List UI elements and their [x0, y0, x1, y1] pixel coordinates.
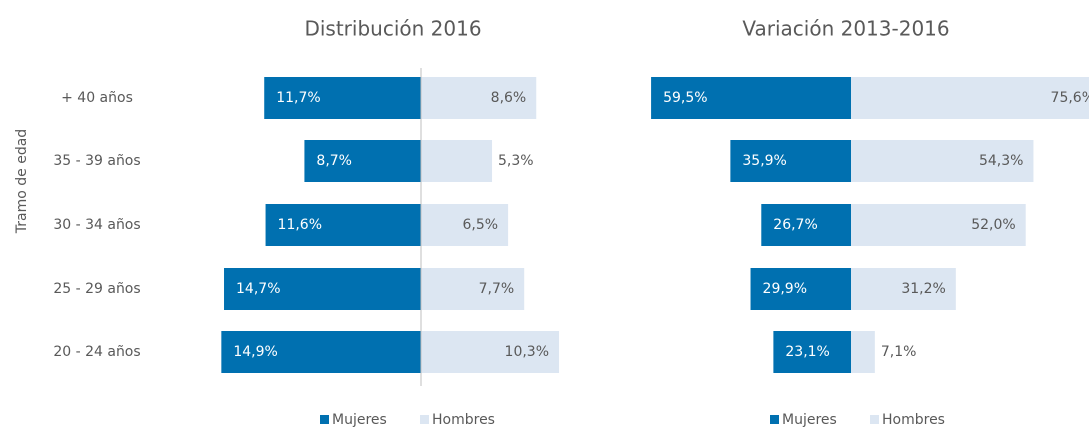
bar	[421, 268, 525, 310]
legend-label: Hombres	[432, 412, 495, 428]
value-label: 8,6%	[491, 90, 527, 106]
value-label: 26,7%	[773, 217, 817, 233]
value-label: 75,6%	[1051, 90, 1089, 106]
bar	[265, 204, 421, 246]
y-axis-label: Tramo de edad	[14, 129, 30, 234]
value-label: 11,6%	[278, 217, 322, 233]
legend-label: Hombres	[882, 412, 945, 428]
chart-title: Variación 2013-2016	[742, 17, 949, 41]
bar	[851, 77, 1089, 119]
value-label: 14,9%	[233, 344, 277, 360]
value-label: 11,7%	[276, 90, 320, 106]
bar	[304, 140, 421, 182]
legend-swatch	[320, 415, 329, 424]
bar	[421, 204, 509, 246]
bar	[730, 140, 851, 182]
bar	[851, 268, 956, 310]
bar	[421, 331, 560, 373]
legend-swatch	[870, 415, 879, 424]
category-label: 30 - 34 años	[53, 217, 140, 233]
bar	[651, 77, 851, 119]
bar	[761, 204, 851, 246]
bar	[851, 140, 1034, 182]
bar	[773, 331, 851, 373]
bar	[851, 331, 875, 373]
value-label: 6,5%	[463, 217, 499, 233]
value-label: 29,9%	[763, 281, 807, 297]
value-label: 52,0%	[971, 217, 1015, 233]
category-label: 20 - 24 años	[53, 344, 140, 360]
value-label: 7,7%	[479, 281, 515, 297]
legend-swatch	[770, 415, 779, 424]
value-label: 5,3%	[498, 153, 534, 169]
value-label: 14,7%	[236, 281, 280, 297]
legend-label: Mujeres	[782, 412, 837, 428]
bar	[224, 268, 421, 310]
bar	[851, 204, 1026, 246]
bar	[264, 77, 421, 119]
category-label: + 40 años	[61, 90, 133, 106]
chart-title: Distribución 2016	[304, 17, 481, 41]
value-label: 7,1%	[881, 344, 917, 360]
category-label: 25 - 29 años	[53, 281, 140, 297]
value-label: 54,3%	[979, 153, 1023, 169]
value-label: 59,5%	[663, 90, 707, 106]
bar	[421, 77, 537, 119]
value-label: 10,3%	[505, 344, 549, 360]
value-label: 23,1%	[785, 344, 829, 360]
bar	[750, 268, 851, 310]
bar	[421, 140, 493, 182]
bar	[221, 331, 421, 373]
value-label: 8,7%	[316, 153, 352, 169]
legend-label: Mujeres	[332, 412, 387, 428]
category-label: 35 - 39 años	[53, 153, 140, 169]
legend-swatch	[420, 415, 429, 424]
value-label: 35,9%	[742, 153, 786, 169]
value-label: 31,2%	[901, 281, 945, 297]
